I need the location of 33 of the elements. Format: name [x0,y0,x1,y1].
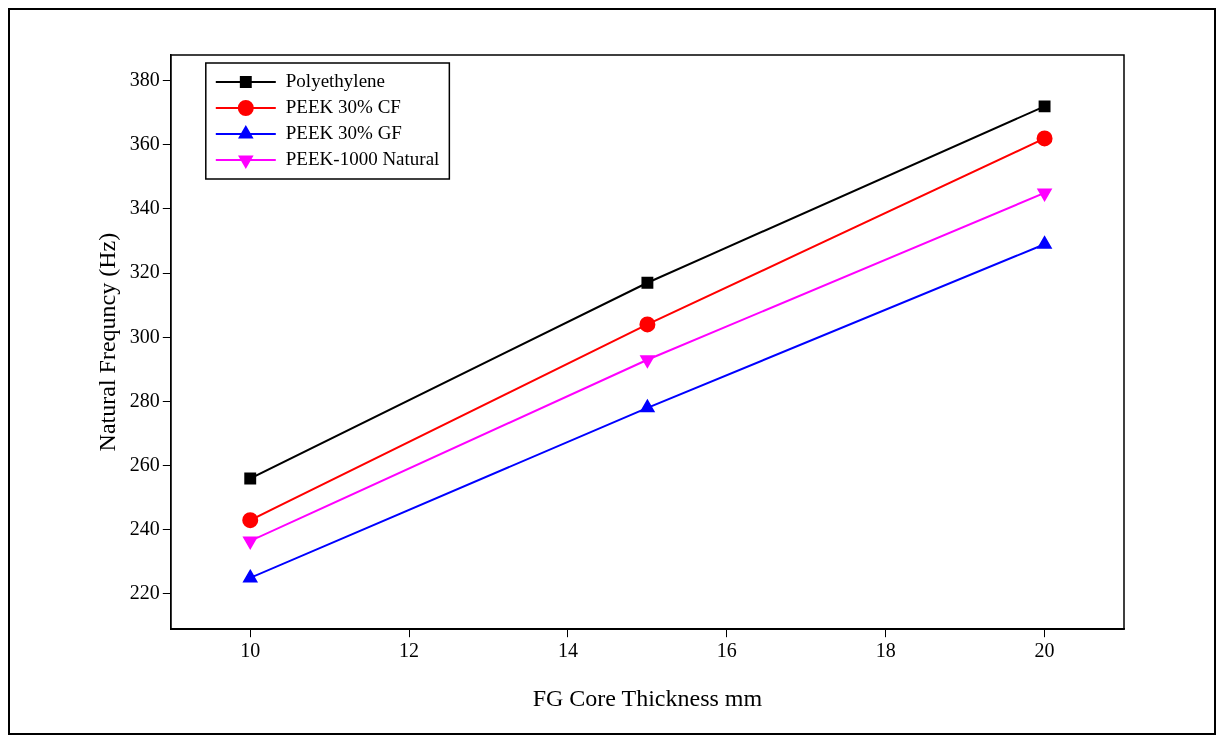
point [244,472,257,485]
x-tick-label: 12 [399,639,420,662]
y-tick-label: 260 [129,452,160,475]
y-tick-label: 320 [129,260,160,283]
legend-label: PEEK 30% CF [285,95,401,117]
legend-label: PEEK-1000 Natural [285,147,440,169]
point [641,276,654,289]
y-tick-label: 240 [129,517,160,540]
x-tick-label: 20 [1034,639,1055,662]
x-axis-title: FG Core Thickness mm [532,684,763,711]
x-tick-label: 16 [716,639,737,662]
point [1037,188,1052,201]
x-tick-label: 14 [557,639,578,662]
point [1036,130,1053,147]
x-tick-label: 10 [240,639,261,662]
point [243,536,258,549]
x-tick-label: 18 [875,639,896,662]
point [243,569,258,583]
legend-label: Polyethylene [285,69,385,91]
point [640,355,655,368]
legend-label: PEEK 30% GF [285,121,402,143]
y-tick-label: 280 [129,388,160,411]
y-tick-label: 380 [129,67,160,90]
y-tick-label: 220 [129,581,160,604]
point [640,399,655,413]
y-axis-title: Natural Frequncy (Hz) [93,232,120,452]
point [242,512,259,529]
point [639,316,656,333]
y-tick-label: 340 [129,196,160,219]
y-tick-label: 300 [129,324,160,347]
point [1037,236,1052,249]
point [1038,100,1051,113]
y-tick-label: 360 [129,132,160,155]
